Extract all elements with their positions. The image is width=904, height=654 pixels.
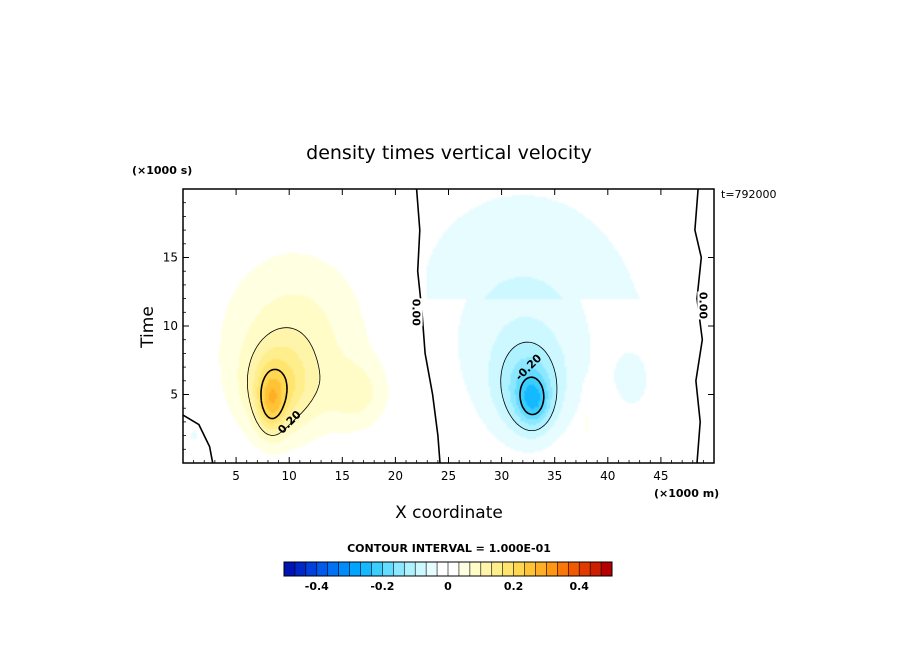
- colorbar: -0.4 -0.2 0 0.2 0.4: [283, 561, 613, 593]
- x-axis-label: X coordinate: [395, 503, 503, 523]
- x-tick-label: 10: [282, 469, 297, 483]
- colorbar-swatch: [349, 562, 361, 576]
- colorbar-swatch: [404, 562, 416, 576]
- colorbar-swatch: [360, 562, 372, 576]
- colorbar-swatch: [448, 562, 460, 576]
- x-tick-label: 20: [388, 469, 403, 483]
- colorbar-swatch: [316, 562, 329, 576]
- contour-m0p2: [519, 376, 545, 416]
- colorbar-swatch: [393, 562, 405, 576]
- contour-label: 0.00: [410, 299, 423, 326]
- contour-0p2: [260, 368, 288, 420]
- colorbar-swatch: [513, 562, 525, 576]
- colorbar-swatch: [469, 562, 482, 576]
- chart-title: density times vertical velocity: [306, 142, 592, 164]
- x-tick-label: 5: [232, 469, 240, 483]
- y-axis-ticks: 5 10 15: [163, 202, 714, 450]
- y-tick-label: 10: [163, 319, 178, 333]
- colorbar-swatch: [601, 562, 613, 576]
- y-tick-label: 5: [170, 388, 178, 402]
- colorbar-tick-label: -0.4: [305, 580, 329, 593]
- colorbar-swatch: [524, 562, 536, 576]
- colorbar-tick-label: 0: [444, 580, 452, 593]
- x-tick-label: 15: [335, 469, 350, 483]
- colorbar-frame: [283, 561, 613, 577]
- colorbar-swatch: [382, 562, 394, 576]
- x-tick-label: 40: [600, 469, 615, 483]
- colorbar-swatch: [535, 562, 547, 576]
- contour-m0p1: [500, 341, 558, 431]
- field-heatmap: [183, 189, 714, 463]
- colorbar-swatch: [480, 562, 493, 576]
- colorbar-swatch: [371, 562, 383, 576]
- contour-zero-left: [183, 414, 214, 463]
- contour-zero-main: [415, 189, 441, 463]
- timestamp-label: t=792000: [721, 188, 777, 201]
- x-tick-label: 25: [441, 469, 456, 483]
- field-raster: [183, 189, 714, 463]
- y-tick-label: 15: [163, 251, 178, 265]
- x-tick-label: 45: [653, 469, 668, 483]
- colorbar-swatch: [458, 562, 471, 576]
- y-unit-label: (×1000 s): [132, 164, 192, 177]
- contour-label-bg: [410, 298, 423, 327]
- colorbar-swatch: [305, 562, 318, 576]
- x-unit-label: (×1000 m): [654, 487, 719, 500]
- colorbar-swatch: [568, 562, 580, 576]
- colorbar-swatch: [284, 562, 296, 576]
- colorbar-swatch: [294, 562, 307, 576]
- colorbar-swatch: [491, 562, 503, 576]
- colorbar-swatch: [415, 562, 427, 576]
- colorbar-swatch: [557, 562, 569, 576]
- x-tick-label: 30: [494, 469, 509, 483]
- colorbar-swatch: [426, 562, 438, 576]
- colorbar-swatch: [502, 562, 514, 576]
- x-tick-label: 35: [547, 469, 562, 483]
- colorbar-swatch: [590, 562, 602, 576]
- contour-0p1: [247, 327, 321, 436]
- colorbar-swatch: [437, 562, 449, 576]
- contour-interval-label: CONTOUR INTERVAL = 1.000E-01: [347, 542, 551, 555]
- contour-label-bg: [697, 291, 710, 320]
- colorbar-swatch: [327, 562, 339, 576]
- colorbar-tick-label: 0.2: [504, 580, 524, 593]
- colorbar-tick-label: -0.2: [370, 580, 394, 593]
- contour-label: 0.00: [696, 292, 709, 319]
- colorbar-swatch: [338, 562, 350, 576]
- colorbar-tick-label: 0.4: [569, 580, 589, 593]
- x-axis-ticks: 5 10 15 20 25 30 35 40 45: [193, 189, 704, 483]
- colorbar-swatch: [546, 562, 558, 576]
- y-axis-label: Time: [138, 306, 158, 349]
- colorbar-swatch: [579, 562, 591, 576]
